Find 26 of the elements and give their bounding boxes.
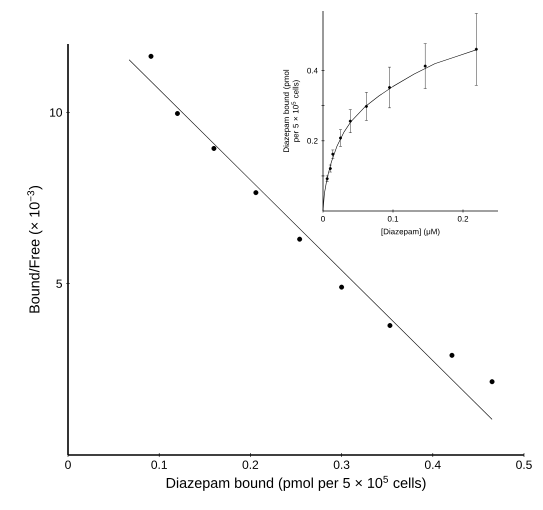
point: [424, 64, 427, 68]
y-axis-title: Bound/Free (× 10$^{−3}$): [27, 186, 42, 313]
point: [148, 54, 154, 59]
point: [449, 352, 454, 358]
x-tick-label: 0.2: [242, 460, 258, 469]
y-tick-label: 5: [56, 280, 62, 288]
point: [339, 284, 344, 290]
x-tick-label: 0: [65, 460, 71, 469]
point: [253, 190, 258, 196]
x-tick-label: 0.3: [334, 460, 350, 469]
y-tick-label: 10: [50, 108, 62, 117]
point: [388, 86, 391, 89]
x-tick-label: 0.5: [516, 460, 532, 469]
point: [490, 379, 495, 384]
point: [339, 136, 342, 140]
point: [348, 120, 352, 123]
point: [387, 323, 392, 328]
point: [211, 146, 216, 151]
x-tick-label: 0.4: [424, 460, 441, 469]
point: [174, 111, 180, 116]
point: [297, 236, 302, 242]
point: [364, 104, 368, 108]
point: [331, 152, 334, 156]
point: [474, 48, 478, 51]
x-axis-title: Diazepam bound (pmol per 5 × 10$^{5}$ cells): [166, 476, 426, 491]
x-tick-label: 0.1: [151, 460, 167, 469]
